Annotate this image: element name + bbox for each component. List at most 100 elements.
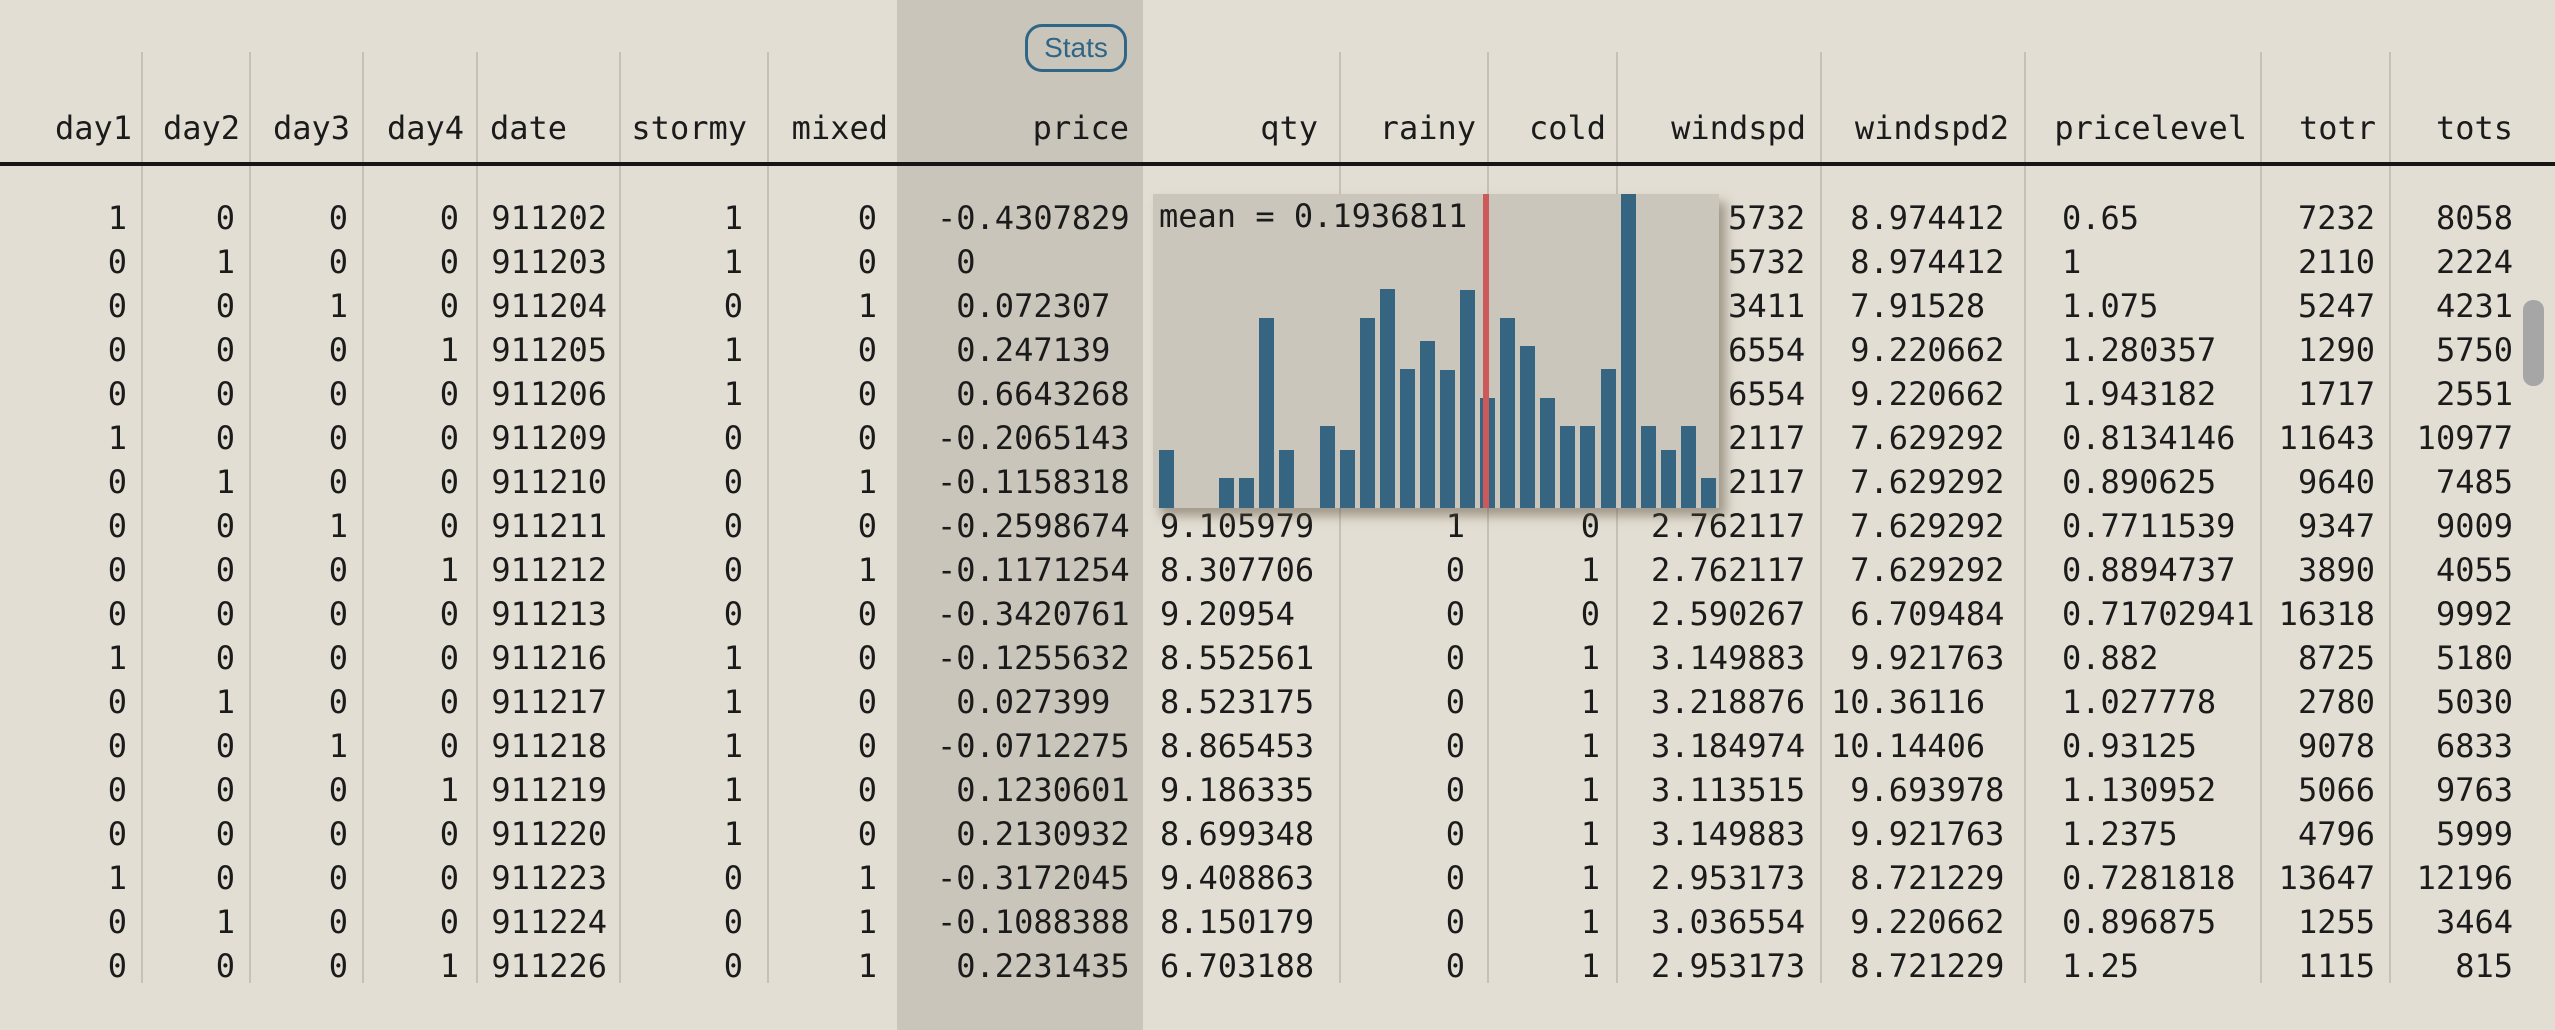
cell-qty[interactable]: 8.552561 bbox=[1160, 639, 1315, 677]
cell-pricelevel[interactable]: 1.130952 bbox=[2062, 771, 2217, 809]
cell-tots[interactable]: 4055 bbox=[2435, 551, 2513, 589]
cell-mixed[interactable]: 0 bbox=[857, 419, 877, 457]
cell-price[interactable]: 0.072307 bbox=[937, 287, 1111, 325]
cell-day2[interactable]: 0 bbox=[215, 507, 235, 545]
cell-totr[interactable]: 3890 bbox=[2297, 551, 2375, 589]
cell-totr[interactable]: 5066 bbox=[2297, 771, 2375, 809]
cell-day3[interactable]: 0 bbox=[328, 199, 348, 237]
cell-qty[interactable]: 6.703188 bbox=[1160, 947, 1315, 985]
cell-day3[interactable]: 1 bbox=[328, 287, 348, 325]
cell-rainy[interactable]: 0 bbox=[1445, 595, 1465, 633]
cell-qty[interactable]: 9.186335 bbox=[1160, 771, 1315, 809]
cell-windspd2[interactable]: 7.629292 bbox=[1831, 463, 2005, 501]
cell-day2[interactable]: 1 bbox=[215, 243, 235, 281]
cell-mixed[interactable]: 1 bbox=[857, 947, 877, 985]
scrollbar-thumb[interactable] bbox=[2523, 300, 2544, 386]
cell-windspd2[interactable]: 9.220662 bbox=[1831, 903, 2005, 941]
cell-windspd2[interactable]: 9.693978 bbox=[1831, 771, 2005, 809]
cell-totr[interactable]: 1255 bbox=[2297, 903, 2375, 941]
cell-stormy[interactable]: 1 bbox=[723, 727, 743, 765]
cell-day3[interactable]: 0 bbox=[328, 815, 348, 853]
cell-tots[interactable]: 9763 bbox=[2435, 771, 2513, 809]
cell-day4[interactable]: 0 bbox=[439, 243, 459, 281]
cell-pricelevel[interactable]: 1.25 bbox=[2062, 947, 2140, 985]
cell-day3[interactable]: 0 bbox=[328, 463, 348, 501]
cell-totr[interactable]: 4796 bbox=[2297, 815, 2375, 853]
cell-date[interactable]: 911204 bbox=[491, 287, 607, 325]
cell-windspd2[interactable]: 8.974412 bbox=[1831, 199, 2005, 237]
cell-pricelevel[interactable]: 0.93125 bbox=[2062, 727, 2197, 765]
cell-qty[interactable]: 8.523175 bbox=[1160, 683, 1315, 721]
cell-date[interactable]: 911211 bbox=[491, 507, 607, 545]
cell-stormy[interactable]: 1 bbox=[723, 771, 743, 809]
cell-pricelevel[interactable]: 0.7281818 bbox=[2062, 859, 2236, 897]
cell-windspd[interactable]: 3.184974 bbox=[1651, 727, 1806, 765]
cell-day1[interactable]: 0 bbox=[107, 331, 127, 369]
cell-mixed[interactable]: 1 bbox=[857, 551, 877, 589]
cell-mixed[interactable]: 0 bbox=[857, 683, 877, 721]
cell-date[interactable]: 911224 bbox=[491, 903, 607, 941]
column-header-date[interactable]: date bbox=[489, 109, 567, 147]
cell-day2[interactable]: 1 bbox=[215, 683, 235, 721]
cell-day1[interactable]: 0 bbox=[107, 287, 127, 325]
cell-pricelevel[interactable]: 1.027778 bbox=[2062, 683, 2217, 721]
cell-price[interactable]: -0.4307829 bbox=[937, 199, 1130, 237]
cell-rainy[interactable]: 1 bbox=[1445, 507, 1465, 545]
cell-pricelevel[interactable]: 1.2375 bbox=[2062, 815, 2178, 853]
cell-price[interactable]: -0.1088388 bbox=[937, 903, 1130, 941]
cell-stormy[interactable]: 0 bbox=[723, 419, 743, 457]
cell-day4[interactable]: 0 bbox=[439, 287, 459, 325]
cell-day4[interactable]: 0 bbox=[439, 507, 459, 545]
cell-price[interactable]: -0.0712275 bbox=[937, 727, 1130, 765]
cell-cold[interactable]: 1 bbox=[1580, 771, 1600, 809]
cell-windspd[interactable]: 3.113515 bbox=[1651, 771, 1806, 809]
cell-rainy[interactable]: 0 bbox=[1445, 771, 1465, 809]
cell-rainy[interactable]: 0 bbox=[1445, 947, 1465, 985]
cell-day1[interactable]: 0 bbox=[107, 463, 127, 501]
cell-pricelevel[interactable]: 0.8894737 bbox=[2062, 551, 2236, 589]
cell-mixed[interactable]: 0 bbox=[857, 771, 877, 809]
cell-day2[interactable]: 0 bbox=[215, 419, 235, 457]
cell-price[interactable]: 0.027399 bbox=[937, 683, 1111, 721]
column-header-day1[interactable]: day1 bbox=[54, 109, 132, 147]
cell-day2[interactable]: 1 bbox=[215, 463, 235, 501]
cell-pricelevel[interactable]: 0.71702941 bbox=[2062, 595, 2255, 633]
cell-windspd2[interactable]: 8.721229 bbox=[1831, 947, 2005, 985]
cell-windspd[interactable]: 2.953173 bbox=[1651, 859, 1806, 897]
cell-cold[interactable]: 1 bbox=[1580, 683, 1600, 721]
cell-price[interactable]: -0.1158318 bbox=[937, 463, 1130, 501]
cell-day1[interactable]: 0 bbox=[107, 595, 127, 633]
cell-day2[interactable]: 0 bbox=[215, 551, 235, 589]
cell-windspd2[interactable]: 8.974412 bbox=[1831, 243, 2005, 281]
cell-stormy[interactable]: 0 bbox=[723, 287, 743, 325]
cell-price[interactable]: 0.6643268 bbox=[937, 375, 1130, 413]
cell-day1[interactable]: 0 bbox=[107, 243, 127, 281]
cell-date[interactable]: 911213 bbox=[491, 595, 607, 633]
cell-pricelevel[interactable]: 1.280357 bbox=[2062, 331, 2217, 369]
cell-qty[interactable]: 9.105979 bbox=[1160, 507, 1315, 545]
cell-date[interactable]: 911223 bbox=[491, 859, 607, 897]
cell-day3[interactable]: 0 bbox=[328, 243, 348, 281]
cell-tots[interactable]: 2551 bbox=[2435, 375, 2513, 413]
cell-tots[interactable]: 10977 bbox=[2416, 419, 2513, 457]
cell-mixed[interactable]: 0 bbox=[857, 727, 877, 765]
cell-day2[interactable]: 0 bbox=[215, 639, 235, 677]
cell-mixed[interactable]: 1 bbox=[857, 903, 877, 941]
cell-date[interactable]: 911212 bbox=[491, 551, 607, 589]
cell-rainy[interactable]: 0 bbox=[1445, 683, 1465, 721]
cell-qty[interactable]: 8.150179 bbox=[1160, 903, 1315, 941]
cell-day4[interactable]: 0 bbox=[439, 595, 459, 633]
cell-totr[interactable]: 9347 bbox=[2297, 507, 2375, 545]
cell-day4[interactable]: 0 bbox=[439, 903, 459, 941]
cell-day3[interactable]: 0 bbox=[328, 595, 348, 633]
cell-day2[interactable]: 0 bbox=[215, 947, 235, 985]
cell-price[interactable]: -0.1171254 bbox=[937, 551, 1130, 589]
column-header-stormy[interactable]: stormy bbox=[631, 109, 747, 147]
cell-windspd[interactable]: 3.149883 bbox=[1651, 815, 1806, 853]
cell-day2[interactable]: 0 bbox=[215, 771, 235, 809]
cell-qty[interactable]: 8.865453 bbox=[1160, 727, 1315, 765]
cell-date[interactable]: 911216 bbox=[491, 639, 607, 677]
cell-stormy[interactable]: 1 bbox=[723, 331, 743, 369]
cell-day1[interactable]: 1 bbox=[107, 639, 127, 677]
cell-windspd[interactable]: 3.036554 bbox=[1651, 903, 1806, 941]
